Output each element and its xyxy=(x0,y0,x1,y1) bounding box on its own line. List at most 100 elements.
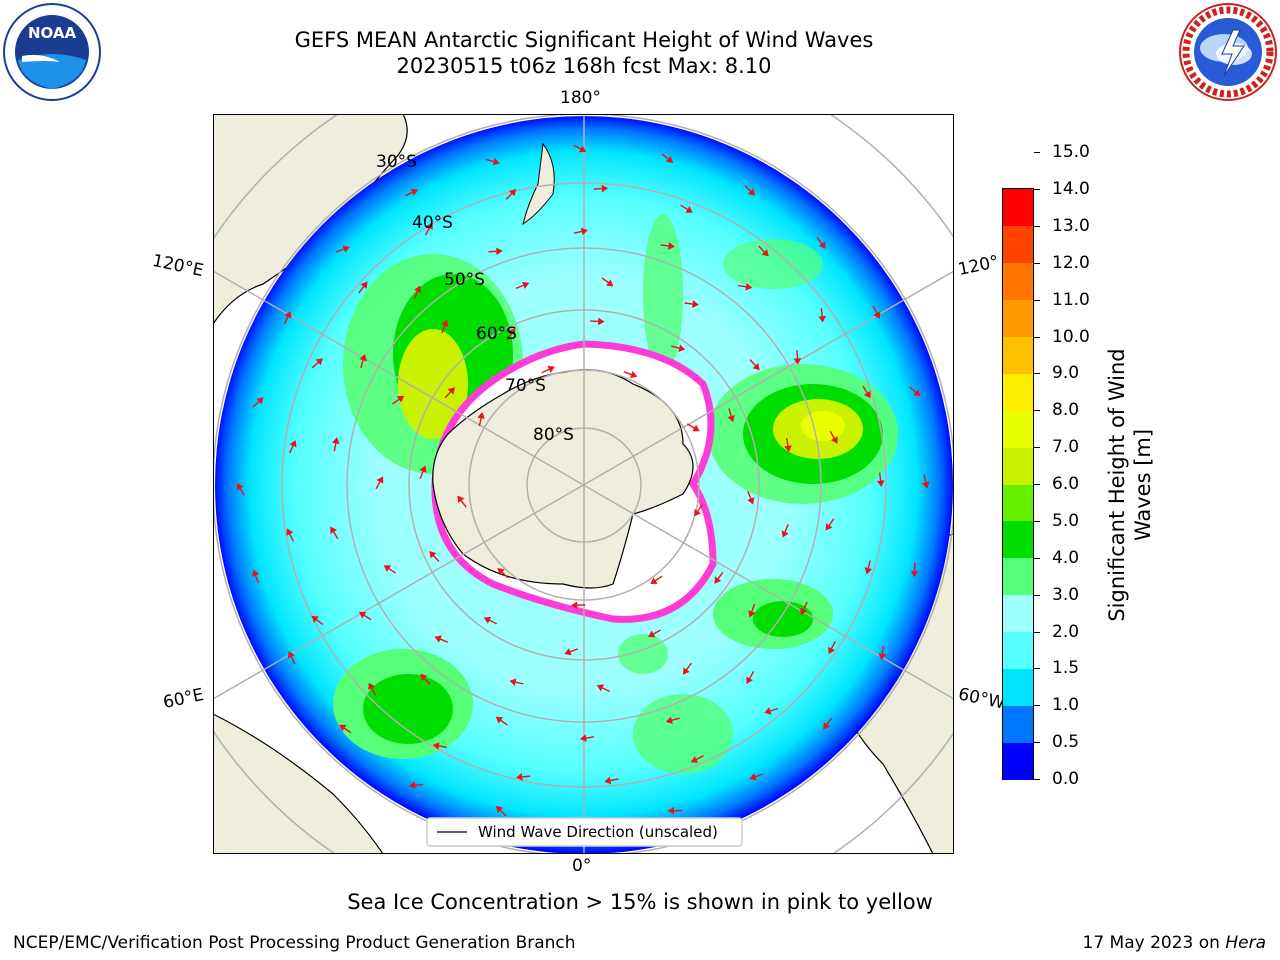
wave-arrow-head xyxy=(570,601,578,610)
colorbar-segment xyxy=(1003,705,1033,743)
colorbar-label: Significant Height of Wind Waves [m] xyxy=(1105,348,1155,622)
lon-label-lower-left: 60°E xyxy=(161,684,206,714)
wave-arrow-head xyxy=(598,317,605,326)
wave-arrow-head xyxy=(578,145,587,153)
lon-label-bottom: 0° xyxy=(572,856,592,876)
wave-arrow-head xyxy=(495,805,504,814)
wave-arrow-head xyxy=(509,678,517,686)
wave-arrow-head xyxy=(288,650,295,659)
colorbar-tick xyxy=(1034,336,1040,338)
colorbar xyxy=(1002,188,1034,780)
colorbar-tick-label: 3.0 xyxy=(1052,584,1080,605)
colorbar-tick-label: 4.0 xyxy=(1052,547,1080,568)
colorbar-tick xyxy=(1034,152,1040,154)
wave-arrow-head xyxy=(747,188,756,196)
wave-arrow-head xyxy=(800,607,808,616)
wave-arrow-head xyxy=(818,315,826,323)
sea-ice-note: Sea Ice Concentration > 15% is shown in … xyxy=(347,890,933,914)
colorbar-segment xyxy=(1003,447,1033,485)
wave-arrow-head xyxy=(781,530,789,538)
colorbar-tick-label: 14.0 xyxy=(1052,179,1090,199)
wave-arrow-head xyxy=(330,526,337,534)
wave-arrow-head xyxy=(315,358,323,366)
nws-logo xyxy=(1179,3,1277,101)
wave-arrow-head xyxy=(748,610,756,618)
wave-arrow-head xyxy=(596,684,605,692)
footer-machine: Hera xyxy=(1225,933,1266,953)
wave-arrow-head xyxy=(746,676,753,684)
wave-arrow-head xyxy=(580,227,588,236)
wave-arrow-head xyxy=(339,724,347,732)
wave-arrow-head xyxy=(521,281,530,289)
colorbar-segment xyxy=(1003,484,1033,522)
wave-arrow-head xyxy=(876,480,885,487)
colorbar-tick xyxy=(1034,668,1040,670)
colorbar-segment xyxy=(1003,557,1033,596)
wave-arrow-head xyxy=(426,222,433,230)
wave-arrow-head xyxy=(579,734,587,742)
wave-arrow-head xyxy=(414,285,422,293)
colorbar-segment xyxy=(1003,189,1033,227)
wave-arrow-head xyxy=(747,497,755,505)
wave-arrow-head xyxy=(256,397,264,405)
colorbar-tick-label: 7.0 xyxy=(1052,437,1080,458)
africa-land xyxy=(213,713,384,854)
lon-label-upper-right: 120° xyxy=(956,251,1001,281)
colorbar-segment xyxy=(1003,742,1033,780)
wave-arrow-head xyxy=(828,646,835,655)
colorbar-tick-label: 0.5 xyxy=(1052,732,1080,753)
wave-arrow-head xyxy=(601,184,609,193)
wave-arrow-head xyxy=(749,773,757,781)
colorbar-tick-label: 9.0 xyxy=(1052,363,1080,384)
wave-arrow-head xyxy=(690,756,699,763)
colorbar-tick xyxy=(1034,262,1040,264)
lon-label-top: 180° xyxy=(560,88,601,108)
wave-arrow-head xyxy=(376,476,384,484)
wave-arrow-head xyxy=(236,482,244,491)
lon-label-upper-left: 120°E xyxy=(150,250,206,282)
wave-arrow-head xyxy=(818,241,826,249)
colorbar-tick xyxy=(1034,742,1040,744)
wave-arrow-head xyxy=(410,189,419,196)
wave-arrow-head xyxy=(477,412,485,420)
wave-arrow-head xyxy=(825,523,833,531)
wave-arrow-head xyxy=(764,707,772,715)
wave-arrow-head xyxy=(745,283,753,291)
lat-label-70: 70°S xyxy=(505,376,546,396)
wave-arrow-head xyxy=(665,156,674,163)
colorbar-tick-label: 11.0 xyxy=(1052,289,1090,310)
colorbar-tick xyxy=(1034,520,1040,522)
wave-arrow-head xyxy=(483,616,492,624)
wave-arrow-head xyxy=(665,716,673,724)
colorbar-tick xyxy=(1034,299,1040,301)
wave-arrow-head xyxy=(251,569,260,577)
colorbar-tick-label: 1.5 xyxy=(1052,658,1080,679)
wave-arrow-head xyxy=(650,577,658,585)
new-zealand-land xyxy=(522,142,555,226)
wave-arrow-head xyxy=(515,773,523,781)
colorbar-segment xyxy=(1003,299,1033,338)
colorbar-tick xyxy=(1034,373,1040,375)
svg-text:NOAA: NOAA xyxy=(28,24,77,42)
lat-label-80: 80°S xyxy=(533,425,574,445)
wave-arrow-head xyxy=(714,576,722,584)
colorbar-tick-label: 15.0 xyxy=(1052,142,1090,163)
wave-arrow-head xyxy=(648,630,656,638)
colorbar-tick-label: 1.0 xyxy=(1052,695,1080,716)
wave-arrow-head xyxy=(496,247,503,256)
colorbar-tick-label: 6.0 xyxy=(1052,474,1080,494)
wave-arrow-head xyxy=(441,319,449,327)
wave-arrow-head xyxy=(864,567,872,575)
wave-arrow-head xyxy=(332,437,340,445)
wave-arrow-head xyxy=(668,242,675,250)
colorbar-tick-label: 12.0 xyxy=(1052,252,1090,273)
footer-credit: NCEP/EMC/Verification Post Processing Pr… xyxy=(13,933,576,953)
wave-arrow-head xyxy=(492,157,500,166)
wave-arrow-head xyxy=(419,465,427,473)
colorbar-tick-label: 5.0 xyxy=(1052,510,1080,531)
colorbar-tick xyxy=(1034,779,1040,780)
wave-arrow-head xyxy=(359,354,367,362)
legend-box xyxy=(426,817,743,847)
colorbar-segment xyxy=(1003,336,1033,374)
wave-arrow-head xyxy=(692,300,699,308)
